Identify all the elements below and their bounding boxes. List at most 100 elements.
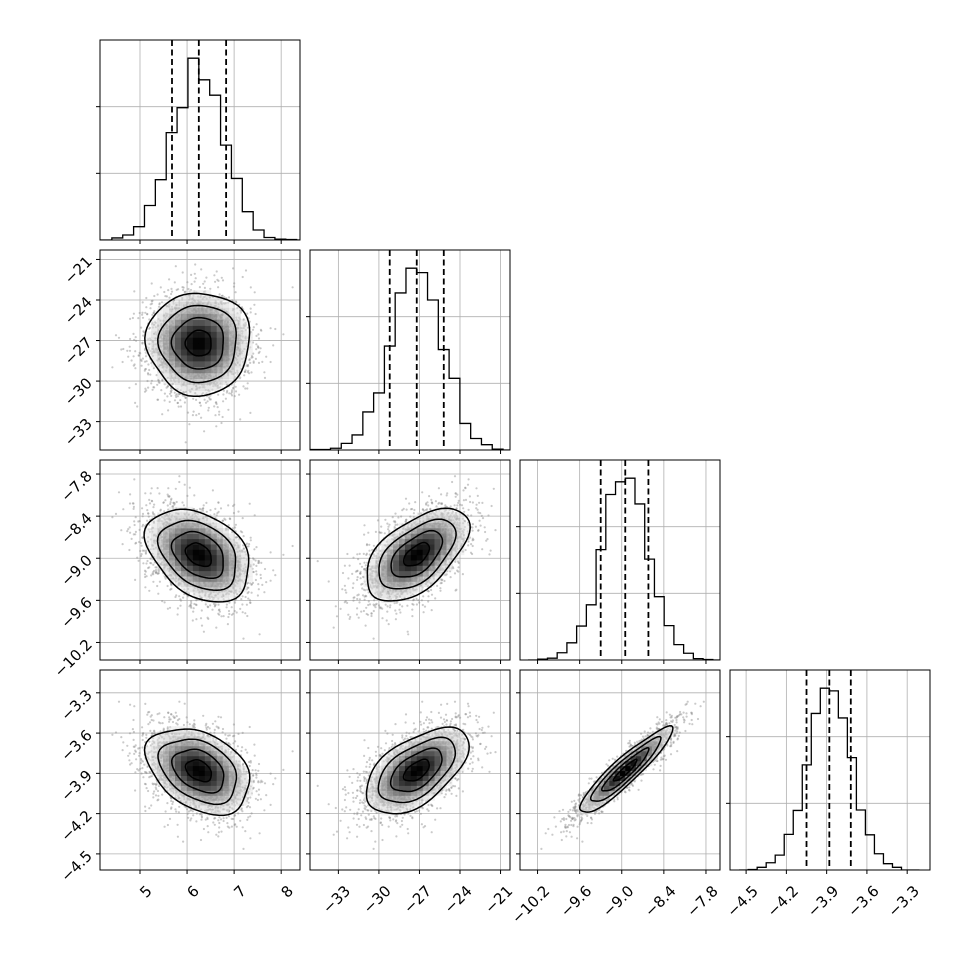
sample-point bbox=[158, 492, 161, 495]
sample-point bbox=[176, 401, 179, 405]
sample-point bbox=[156, 398, 159, 401]
contour-line bbox=[184, 329, 212, 357]
density-cell bbox=[175, 331, 182, 338]
sample-point bbox=[152, 506, 155, 509]
sample-point bbox=[240, 598, 243, 601]
sample-point bbox=[222, 400, 225, 403]
density-cell bbox=[198, 296, 206, 303]
sample-point bbox=[137, 317, 140, 320]
density-cell bbox=[186, 390, 194, 397]
sample-point bbox=[190, 602, 193, 605]
sample-point bbox=[149, 350, 152, 353]
sample-point bbox=[221, 415, 224, 419]
density-cell bbox=[157, 331, 164, 338]
sample-point bbox=[178, 475, 181, 478]
sample-point bbox=[242, 547, 245, 550]
density-cell bbox=[204, 366, 212, 374]
density-cell bbox=[234, 349, 241, 356]
sample-point bbox=[239, 311, 242, 314]
sample-point bbox=[206, 400, 209, 403]
sample-point bbox=[265, 581, 268, 584]
sample-point bbox=[291, 544, 294, 548]
sample-point bbox=[161, 600, 164, 603]
sample-point bbox=[200, 393, 204, 396]
sample-point bbox=[152, 311, 155, 315]
sample-point bbox=[114, 334, 118, 337]
density-cell bbox=[234, 343, 241, 350]
density-cell bbox=[169, 360, 176, 368]
sample-point bbox=[139, 352, 142, 355]
density-cell bbox=[175, 296, 182, 303]
sample-point bbox=[183, 483, 186, 486]
sample-point bbox=[189, 390, 192, 393]
sample-point bbox=[170, 582, 173, 585]
sample-point bbox=[143, 549, 146, 552]
sample-point bbox=[154, 572, 158, 575]
density-cell bbox=[234, 307, 241, 315]
density-cell bbox=[163, 337, 170, 344]
sample-point bbox=[251, 581, 255, 585]
sample-point bbox=[177, 405, 180, 408]
sample-point bbox=[145, 504, 148, 507]
density-cell bbox=[216, 307, 224, 315]
sample-point bbox=[248, 543, 251, 546]
sample-point bbox=[235, 611, 238, 614]
sample-point bbox=[173, 281, 176, 284]
density-cell bbox=[234, 372, 241, 380]
sample-point bbox=[111, 366, 114, 369]
sample-point bbox=[174, 595, 177, 599]
sample-point bbox=[157, 381, 160, 384]
sample-point bbox=[162, 501, 165, 504]
sample-point bbox=[188, 486, 191, 489]
axes-frame bbox=[99, 249, 301, 451]
sample-point bbox=[242, 385, 245, 388]
density-cell bbox=[204, 290, 212, 297]
sample-point bbox=[144, 351, 147, 354]
sample-point bbox=[201, 392, 205, 395]
density-cell bbox=[157, 343, 164, 350]
y-tick-label: −33 bbox=[61, 415, 96, 450]
sample-point bbox=[135, 541, 138, 545]
sample-point bbox=[168, 278, 171, 281]
density-cell bbox=[192, 366, 200, 374]
sample-point bbox=[133, 290, 136, 293]
sample-point bbox=[134, 533, 137, 536]
density-cell bbox=[151, 331, 158, 338]
sample-point bbox=[252, 360, 255, 363]
sample-point bbox=[167, 487, 170, 490]
sample-point bbox=[216, 406, 219, 409]
sample-point bbox=[227, 609, 231, 613]
density-cell bbox=[151, 337, 158, 344]
sample-point bbox=[144, 311, 147, 314]
sample-point bbox=[255, 546, 258, 549]
sample-point bbox=[144, 575, 147, 579]
sample-point bbox=[234, 385, 237, 388]
sample-point bbox=[179, 399, 182, 402]
sample-point bbox=[133, 520, 136, 523]
sample-point bbox=[172, 501, 175, 504]
sample-point bbox=[214, 280, 217, 283]
density-cell bbox=[157, 366, 164, 374]
sample-point bbox=[190, 273, 193, 276]
sample-point bbox=[134, 383, 137, 386]
density-cell bbox=[169, 372, 176, 380]
sample-point bbox=[274, 327, 277, 331]
density-cell bbox=[204, 390, 212, 397]
sample-point bbox=[257, 561, 261, 564]
sample-point bbox=[149, 303, 152, 306]
sample-point bbox=[152, 580, 155, 583]
histogram-panel-2 bbox=[306, 249, 511, 454]
sample-point bbox=[186, 494, 189, 497]
sample-point bbox=[152, 521, 155, 524]
density-cell bbox=[228, 349, 235, 356]
sample-point bbox=[128, 548, 131, 552]
density-cell bbox=[222, 301, 229, 309]
density-cell bbox=[228, 366, 235, 374]
density-cell bbox=[175, 301, 182, 309]
sample-point bbox=[168, 495, 171, 498]
density-cell bbox=[234, 366, 241, 374]
density-cell bbox=[204, 307, 212, 315]
density-cell bbox=[216, 366, 224, 374]
sample-point bbox=[236, 307, 239, 310]
sample-point bbox=[234, 599, 237, 602]
